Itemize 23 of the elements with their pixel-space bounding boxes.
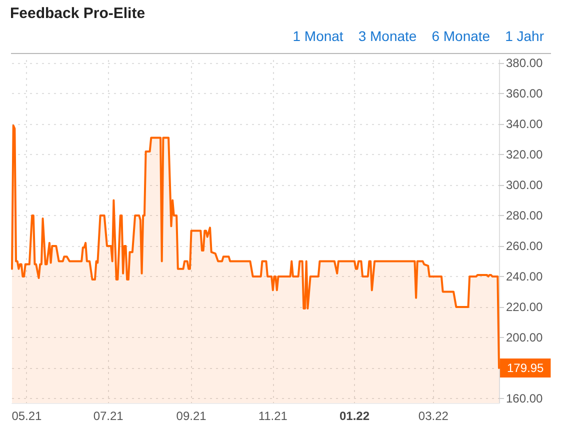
text: 1 Jahr: [505, 28, 544, 44]
x-tick-label: 03.22: [418, 409, 449, 423]
y-tick-label: 380.00: [506, 56, 544, 70]
text: 1 Monat: [292, 28, 344, 44]
y-tick-label: 160.00: [506, 391, 544, 406]
y-tick-label: 260.00: [506, 238, 544, 253]
y-tick-label: 240.00: [506, 269, 544, 284]
y-tick-label: 280.00: [506, 208, 544, 222]
chart-title: Feedback Pro-Elite: [10, 5, 146, 23]
x-tick-label: 01.22: [339, 409, 370, 423]
x-tick-label: 05.21: [12, 409, 42, 423]
y-tick-label: 320.00: [506, 148, 544, 162]
text: 3 Monate: [358, 28, 417, 44]
y-tick-label: 360.00: [506, 86, 544, 101]
y-tick-label: 200.00: [506, 330, 544, 344]
text: 6 Monate: [432, 28, 490, 44]
annotation: 179.95: [507, 361, 544, 376]
x-tick-label: 07.21: [93, 409, 124, 423]
x-tick-label: 11.21: [258, 409, 288, 423]
y-tick-label: 340.00: [506, 117, 544, 132]
y-tick-label: 300.00: [506, 178, 544, 192]
y-tick-label: 220.00: [506, 300, 544, 314]
x-tick-label: 09.21: [176, 409, 207, 423]
